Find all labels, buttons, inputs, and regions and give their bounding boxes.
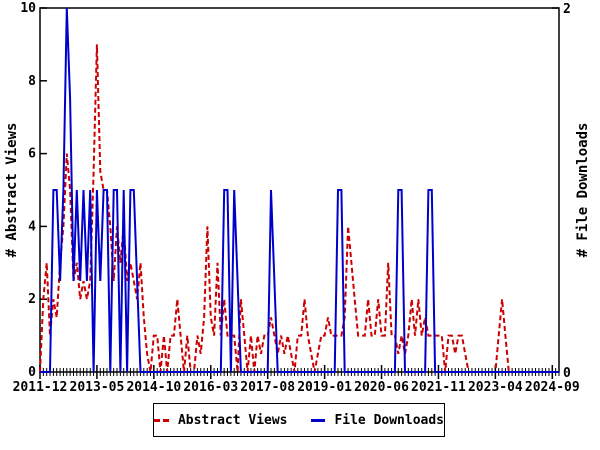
series-file-downloads bbox=[40, 7, 559, 373]
y-left-axis-label: # Abstract Views bbox=[4, 123, 20, 258]
y-left-tick-label: 8 bbox=[28, 74, 36, 89]
abstract-views-line-sample bbox=[154, 418, 169, 422]
y-left-tick-label: 4 bbox=[28, 219, 36, 234]
x-tick-label: 2011-12 bbox=[13, 380, 68, 395]
x-tick-label: 2014-10 bbox=[126, 380, 181, 395]
series-abstract-views bbox=[39, 44, 559, 373]
x-tick-label: 2019-01 bbox=[297, 380, 352, 395]
x-tick-label: 2020-06 bbox=[354, 380, 409, 395]
x-tick-label: 2021-11 bbox=[411, 380, 466, 395]
y-left-tick-label: 6 bbox=[28, 147, 36, 162]
legend-label-abstract-views: Abstract Views bbox=[177, 412, 288, 428]
y-right-tick-label: 2 bbox=[563, 2, 571, 17]
x-tick-label: 2016-03 bbox=[183, 380, 238, 395]
y-right-tick-label: 0 bbox=[563, 366, 571, 381]
y-left-tick-label: 0 bbox=[28, 365, 36, 380]
file-downloads-line-sample bbox=[310, 418, 326, 422]
legend: Abstract Views File Downloads bbox=[153, 403, 445, 437]
legend-label-file-downloads: File Downloads bbox=[334, 412, 445, 428]
y-right-axis-label: # File Downloads bbox=[575, 123, 591, 258]
x-tick-label: 2013-05 bbox=[70, 380, 125, 395]
x-tick-label: 2023-04 bbox=[468, 380, 523, 395]
x-tick-label: 2017-08 bbox=[240, 380, 295, 395]
x-tick-label: 2024-09 bbox=[525, 380, 580, 395]
y-left-tick-label: 2 bbox=[28, 292, 36, 307]
y-left-tick-label: 10 bbox=[20, 1, 36, 16]
